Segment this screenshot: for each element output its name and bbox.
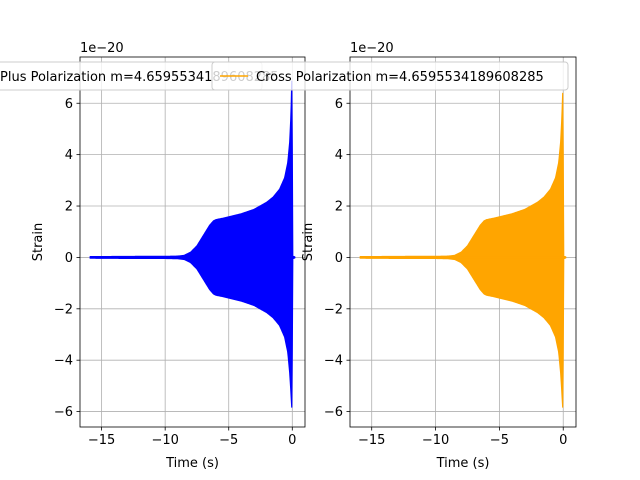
y-tick-label: −4	[324, 354, 343, 369]
x-tick-label: −5	[219, 433, 238, 448]
series-waveform-1	[89, 80, 296, 408]
y-tick-label: −2	[324, 302, 343, 317]
legend-label: Cross Polarization m=4.6595534189608285	[256, 70, 544, 85]
x-tick-label: 0	[288, 433, 296, 448]
y-tick-label: 6	[65, 97, 73, 112]
x-tick-label: −15	[88, 433, 115, 448]
x-tick-label: 0	[559, 433, 567, 448]
legend-1: Plus Polarization m=4.6595534189608285	[0, 61, 279, 91]
y-tick-label: 4	[65, 148, 73, 163]
legend-box	[211, 61, 569, 91]
y-offset-text: 1e−20	[350, 41, 394, 56]
y-tick-label: 0	[65, 251, 73, 266]
y-tick-label: −4	[54, 354, 73, 369]
y-offset-text: 1e−20	[80, 41, 124, 56]
legend-label: Plus Polarization m=4.6595534189608285	[0, 70, 279, 85]
y-axis-label: Strain	[301, 223, 316, 262]
axes-frame	[79, 56, 306, 428]
y-tick-label: 2	[335, 200, 343, 215]
y-tick-label: 2	[65, 200, 73, 215]
y-tick-label: −6	[54, 405, 73, 420]
series-waveform-2	[359, 92, 567, 408]
y-tick-label: 6	[335, 97, 343, 112]
subplot-1: −15 −10 −5 0 −6 −4 −2 0 2 4 6 Time (s) Strain 1e−20	[31, 41, 306, 471]
y-tick-label: −2	[54, 302, 73, 317]
y-tick-label: 0	[335, 251, 343, 266]
y-tick-label: 4	[335, 148, 343, 163]
axes-frame	[349, 56, 577, 428]
x-tick-label: −15	[358, 433, 385, 448]
y-axis-label: Strain	[31, 223, 46, 262]
legend-2: Cross Polarization m=4.6595534189608285	[211, 61, 569, 91]
x-axis-label: Time (s)	[436, 456, 490, 471]
x-tick-label: −10	[151, 433, 178, 448]
subplot-2: −15 −10 −5 0 −6 −4 −2 0 2 4 6 Time (s) Strain 1e−20	[301, 41, 577, 471]
x-tick-label: −10	[422, 433, 449, 448]
x-tick-label: −5	[490, 433, 509, 448]
y-tick-label: −6	[324, 405, 343, 420]
x-axis-label: Time (s)	[165, 456, 219, 471]
